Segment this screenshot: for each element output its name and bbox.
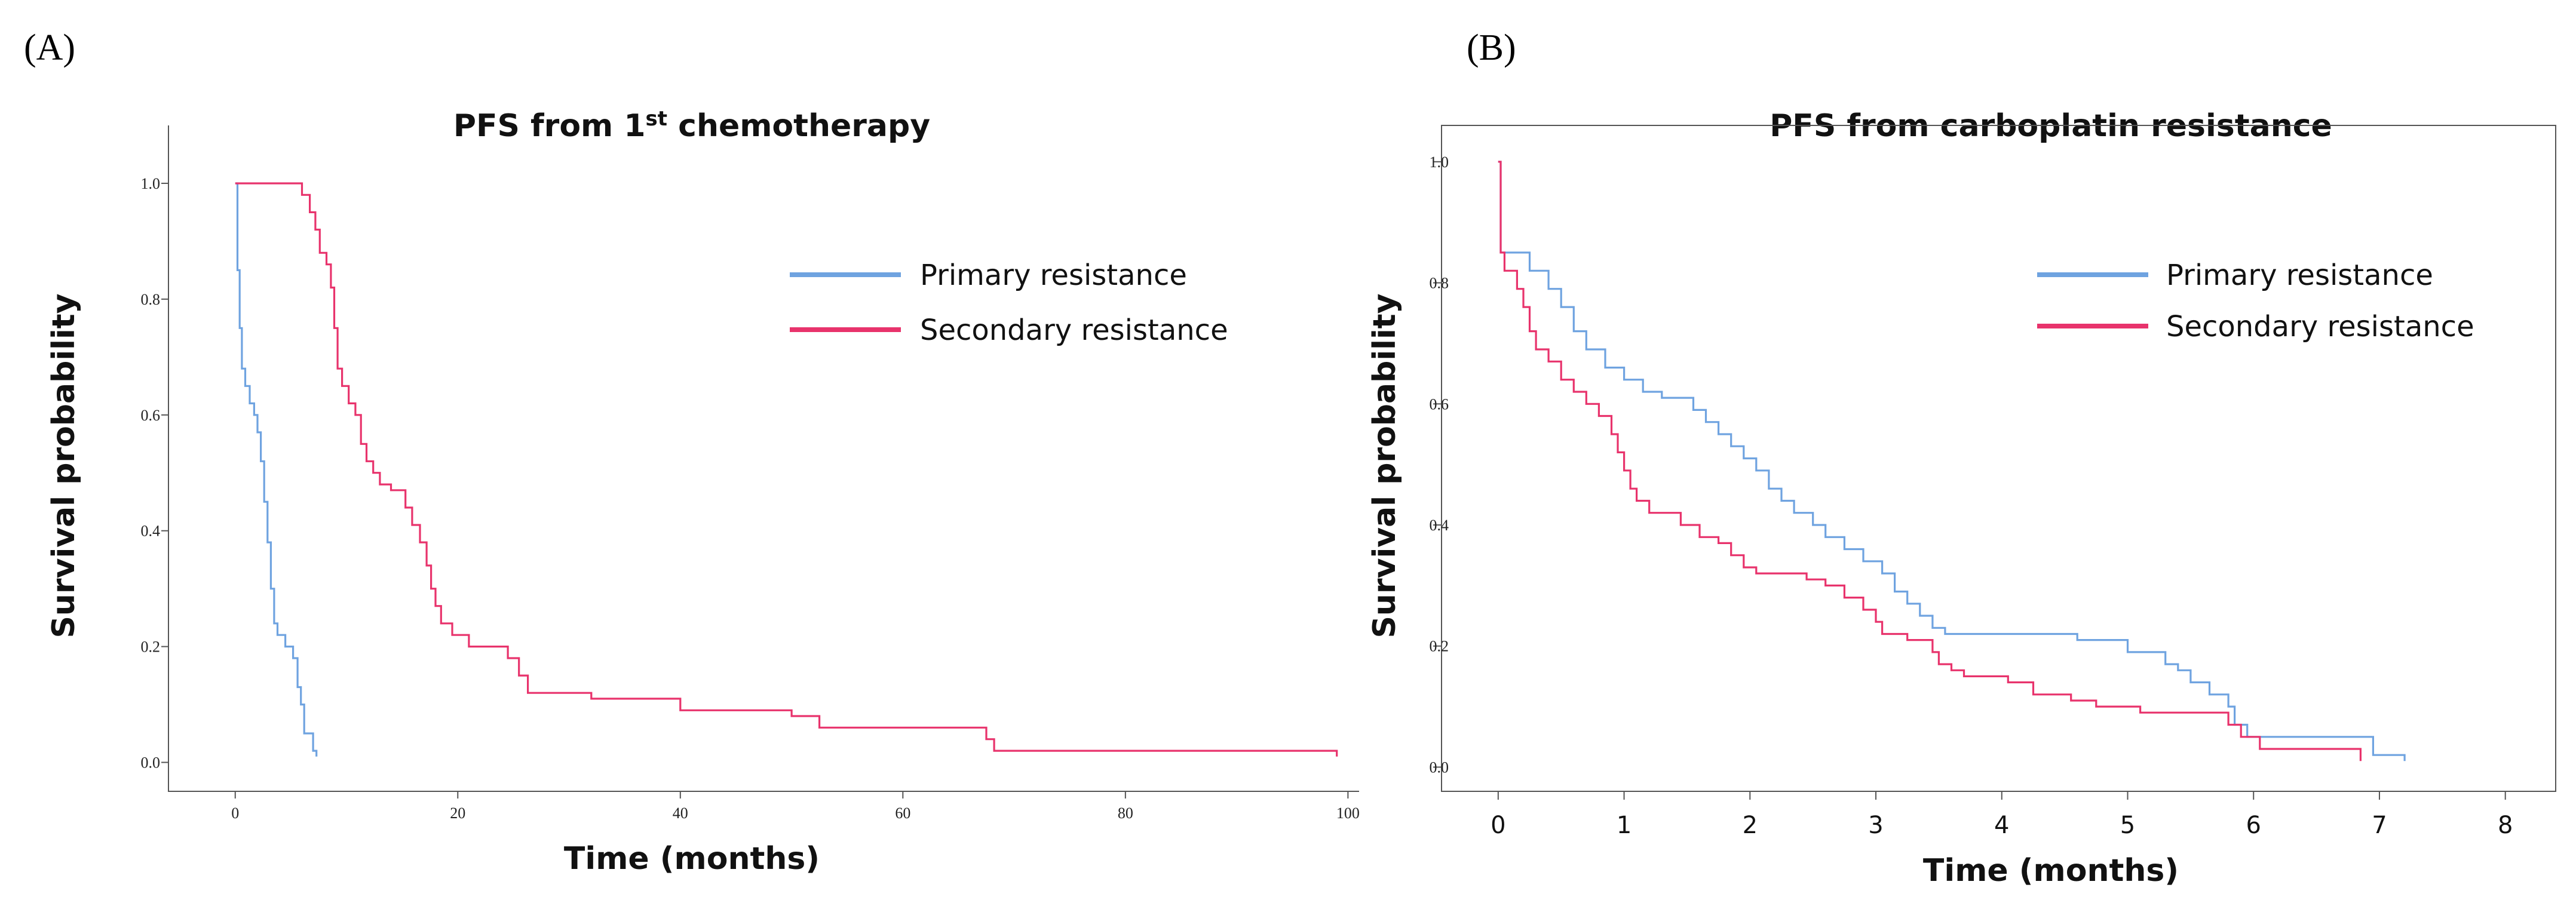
x-axis-title-a: Time (months) [564,841,820,877]
series-line-secondary-b [1498,161,2362,761]
x-tick-label-b: 3 [1868,812,1883,839]
y-tick-label-b: 1.0 [1430,153,1449,171]
x-tick-label-b: 5 [2120,812,2135,839]
panel-a: (A) PFS from 1st chemotherapy 0 20 40 60 80 1… [24,27,1360,877]
x-tick-label-b: 7 [2372,812,2387,839]
panel-label-b: (B) [1467,27,1516,68]
plot-area-a: 0 20 40 60 80 100 0.0 0.2 0.4 0.6 0.8 1.0 [141,125,1360,822]
x-tick-label-a: 40 [673,804,688,822]
x-tick-label-b: 4 [1994,812,2009,839]
x-tick-label-a: 0 [231,804,239,822]
axes-frame-b [1441,125,2556,792]
legend-label-primary-b: Primary resistance [2166,259,2433,292]
legend-label-secondary-a: Secondary resistance [920,314,1228,347]
legend-label-primary-a: Primary resistance [920,259,1187,292]
plot-area-b: 0 1 2 3 4 5 6 7 8 0.0 0.2 0.4 0.6 0.8 1.0 [1430,125,2556,839]
y-tick-label-a: 1.0 [141,175,161,192]
x-tick-label-a: 20 [450,804,465,822]
x-tick-label-b: 0 [1491,812,1505,839]
x-tick-label-b: 2 [1743,812,1758,839]
x-axis-title-b: Time (months) [1923,853,2179,889]
panel-label-a: (A) [24,27,75,68]
y-tick-label-a: 0.2 [141,638,161,656]
x-tick-label-a: 80 [1118,804,1133,822]
legend-b: Primary resistance Secondary resistance [2037,259,2474,343]
y-axis-title-a: Survival probability [46,293,82,638]
y-tick-label-b: 0.4 [1430,517,1449,534]
y-tick-label-a: 0.6 [141,407,161,424]
y-tick-label-b: 0.6 [1430,395,1449,413]
x-tick-label-b: 8 [2498,812,2513,839]
y-tick-label-a: 0.0 [141,754,161,772]
series-line-secondary-a [235,182,1338,757]
x-tick-label-a: 100 [1336,804,1360,822]
x-tick-label-b: 6 [2246,812,2261,839]
y-axis-title-b: Survival probability [1367,293,1403,638]
y-tick-label-b: 0.0 [1430,758,1449,776]
y-tick-label-b: 0.2 [1430,638,1449,655]
x-tick-label-b: 1 [1617,812,1632,839]
y-tick-label-a: 0.4 [141,523,161,540]
series-line-primary-b [1498,161,2406,761]
legend-label-secondary-b: Secondary resistance [2166,310,2474,343]
series-line-primary-a [235,182,318,757]
x-tick-label-a: 60 [895,804,910,822]
chart-title-a: PFS from 1st chemotherapy [453,107,930,144]
y-tick-label-a: 0.8 [141,291,161,308]
axes-a [168,125,1359,792]
legend-a: Primary resistance Secondary resistance [790,259,1228,347]
y-tick-label-b: 0.8 [1430,275,1449,292]
